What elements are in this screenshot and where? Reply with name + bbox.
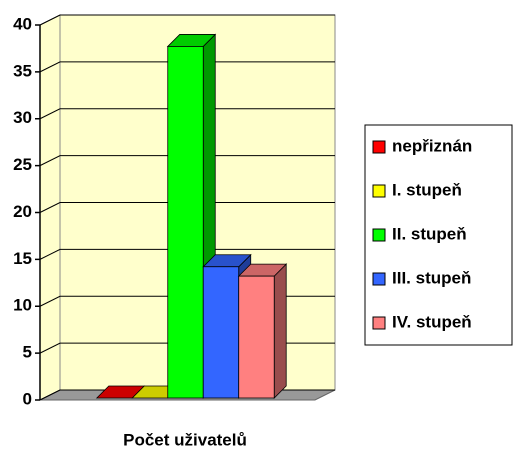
y-tick-label: 20 (13, 202, 32, 221)
y-tick-label: 5 (23, 343, 32, 362)
y-tick-label: 0 (23, 389, 32, 408)
bar (167, 46, 204, 399)
grid-line (39, 155, 335, 167)
legend-label: I. stupeň (392, 180, 462, 199)
legend-label: nepřiznán (392, 136, 472, 155)
legend-swatch (372, 228, 386, 242)
bar-side (273, 263, 287, 399)
x-tick-label: Počet uživatelů (123, 430, 247, 449)
legend-swatch (372, 140, 386, 154)
bar (238, 275, 275, 399)
legend-swatch (372, 316, 386, 330)
y-tick-label: 30 (13, 108, 32, 127)
legend-swatch (372, 272, 386, 286)
legend-label: II. stupeň (392, 224, 467, 243)
legend-box (364, 124, 513, 346)
legend-swatch (372, 184, 386, 198)
y-tick-label: 15 (13, 249, 32, 268)
legend-label: IV. stupeň (392, 312, 472, 331)
y-tick-label: 10 (13, 296, 32, 315)
grid-line (39, 108, 335, 120)
y-tick-label: 40 (13, 14, 32, 33)
grid-line (39, 14, 335, 26)
y-tick-label: 25 (13, 155, 32, 174)
grid-line (39, 248, 335, 260)
legend-label: III. stupeň (392, 268, 471, 287)
grid-line (39, 61, 335, 73)
bar (202, 266, 240, 399)
grid-line (39, 202, 335, 213)
y-tick-label: 35 (13, 61, 32, 80)
